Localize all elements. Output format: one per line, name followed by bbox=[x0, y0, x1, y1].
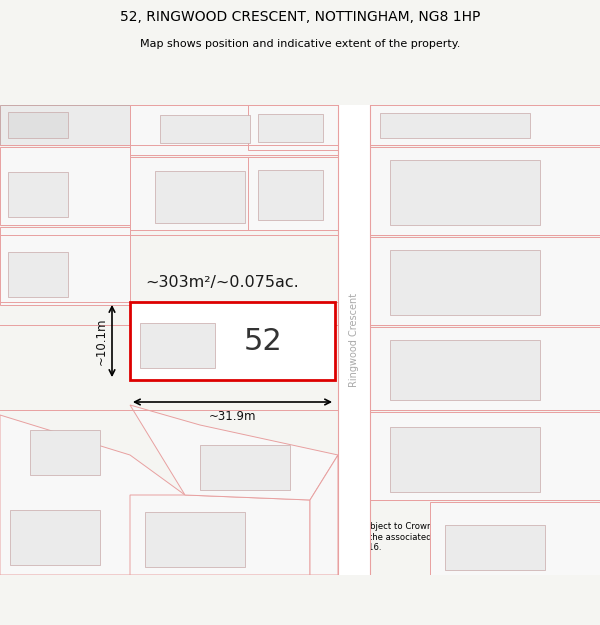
Bar bbox=[130, 157, 338, 230]
Text: Ringwood Crescent: Ringwood Crescent bbox=[349, 293, 359, 387]
Bar bbox=[0, 227, 130, 305]
Bar bbox=[130, 105, 338, 155]
Bar bbox=[390, 427, 540, 492]
Bar bbox=[338, 105, 370, 575]
Bar bbox=[370, 105, 600, 145]
Polygon shape bbox=[310, 455, 338, 575]
Bar bbox=[160, 115, 250, 143]
Bar bbox=[248, 157, 338, 230]
Bar bbox=[370, 327, 600, 410]
Bar bbox=[8, 172, 68, 217]
Text: ~303m²/~0.075ac.: ~303m²/~0.075ac. bbox=[145, 275, 299, 290]
Bar bbox=[370, 237, 600, 325]
Bar bbox=[258, 170, 323, 220]
Text: ~31.9m: ~31.9m bbox=[209, 410, 256, 423]
Polygon shape bbox=[0, 415, 185, 575]
Bar bbox=[8, 252, 68, 297]
Bar bbox=[370, 412, 600, 500]
Text: Map shows position and indicative extent of the property.: Map shows position and indicative extent… bbox=[140, 39, 460, 49]
Text: 52, RINGWOOD CRESCENT, NOTTINGHAM, NG8 1HP: 52, RINGWOOD CRESCENT, NOTTINGHAM, NG8 1… bbox=[120, 10, 480, 24]
Bar bbox=[248, 105, 338, 150]
Text: ~10.1m: ~10.1m bbox=[95, 318, 108, 365]
Bar bbox=[390, 250, 540, 315]
Bar bbox=[0, 147, 130, 225]
Bar bbox=[200, 445, 290, 490]
Bar bbox=[445, 525, 545, 570]
Text: Contains OS data © Crown copyright and database right 2021. This information is : Contains OS data © Crown copyright and d… bbox=[6, 522, 590, 552]
Bar bbox=[30, 430, 100, 475]
Bar bbox=[0, 105, 130, 145]
Bar bbox=[430, 502, 600, 575]
Bar bbox=[390, 160, 540, 225]
Bar bbox=[155, 171, 245, 223]
Text: 52: 52 bbox=[244, 326, 283, 356]
Bar bbox=[130, 302, 335, 380]
Bar bbox=[10, 510, 100, 565]
Bar bbox=[140, 323, 215, 368]
Polygon shape bbox=[130, 495, 310, 575]
Bar bbox=[370, 147, 600, 235]
Polygon shape bbox=[130, 405, 338, 500]
Bar bbox=[390, 340, 540, 400]
Bar bbox=[8, 112, 68, 138]
Bar bbox=[380, 113, 530, 138]
Bar bbox=[258, 114, 323, 142]
Bar bbox=[145, 512, 245, 567]
